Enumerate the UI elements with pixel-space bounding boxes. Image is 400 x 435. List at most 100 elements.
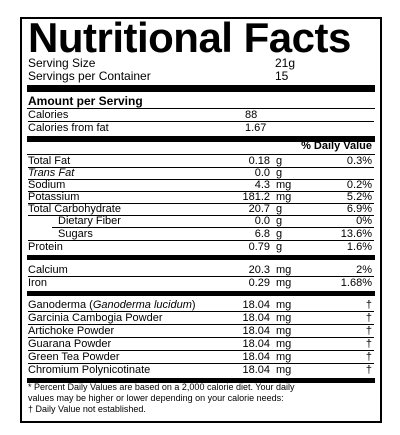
ingredient-daily-value: † bbox=[365, 351, 372, 363]
ingredient-unit: mg bbox=[276, 312, 292, 324]
nutrient-name: Potassium bbox=[28, 191, 80, 203]
mineral-daily-value: 2% bbox=[356, 264, 372, 276]
nutrient-daily-value: 0% bbox=[356, 215, 372, 227]
nutrient-daily-value: 5.2% bbox=[346, 191, 372, 203]
ingredient-name: Green Tea Powder bbox=[28, 351, 120, 363]
ingredient-daily-value: † bbox=[365, 325, 372, 337]
calories-from-fat-label: Calories from fat bbox=[28, 122, 109, 134]
nutrient-value: 4.3 bbox=[254, 179, 270, 191]
ingredient-value: 18.04 bbox=[242, 351, 270, 363]
ingredient-value: 18.04 bbox=[242, 312, 270, 324]
serving-size-row: Serving Size 21g bbox=[28, 57, 374, 70]
nutrient-row: Dietary Fiber 0.0 g 0% bbox=[28, 215, 374, 228]
nutrient-value: 0.0 bbox=[254, 167, 270, 179]
mineral-unit: mg bbox=[276, 277, 292, 289]
nutrient-value: 20.7 bbox=[248, 203, 270, 215]
ingredient-daily-value: † bbox=[365, 299, 372, 311]
ingredient-value: 18.04 bbox=[242, 299, 270, 311]
ingredient-daily-value: † bbox=[365, 312, 372, 324]
thick-divider bbox=[27, 291, 375, 296]
servings-per-container-label: Servings per Container bbox=[28, 69, 151, 83]
ingredient-daily-value: † bbox=[365, 338, 372, 350]
divider bbox=[27, 108, 375, 109]
footnote: * Percent Daily Values are based on a 2,… bbox=[28, 382, 374, 415]
nutrient-name: Trans Fat bbox=[28, 167, 75, 179]
mineral-value: 20.3 bbox=[248, 264, 270, 276]
nutrient-name: Total Fat bbox=[28, 155, 71, 167]
servings-per-container-value: 15 bbox=[275, 69, 289, 83]
ingredient-unit: mg bbox=[276, 364, 292, 376]
ingredient-unit: mg bbox=[276, 325, 292, 337]
nutrient-row: Potassium 181.2 mg 5.2% bbox=[28, 191, 374, 204]
ingredient-row: Ganoderma (Ganoderma lucidum) 18.04 mg † bbox=[28, 299, 374, 312]
nutrient-daily-value: 0.3% bbox=[346, 155, 372, 167]
nutrient-row: Sugars 6.8 g 13.6% bbox=[28, 228, 374, 241]
mineral-daily-value: 1.68% bbox=[340, 277, 372, 289]
calories-value: 88 bbox=[245, 109, 258, 121]
thick-divider bbox=[27, 85, 375, 92]
ingredient-daily-value: † bbox=[365, 364, 372, 376]
footnote-line: * Percent Daily Values are based on a 2,… bbox=[28, 382, 295, 392]
ingredient-row: Green Tea Powder 18.04 mg † bbox=[28, 351, 374, 364]
thick-divider bbox=[27, 136, 375, 142]
divider bbox=[27, 154, 375, 155]
amount-per-serving: Amount per Serving bbox=[28, 94, 143, 108]
thick-divider bbox=[27, 255, 375, 260]
ingredient-value: 18.04 bbox=[242, 338, 270, 350]
nutrient-row: Total Carbohydrate 20.7 g 6.9% bbox=[28, 203, 374, 216]
ingredient-row: Artichoke Powder 18.04 mg † bbox=[28, 325, 374, 338]
nutrient-unit: g bbox=[276, 167, 283, 179]
ingredient-name: Guarana Powder bbox=[28, 338, 112, 350]
nutrient-name: Total Carbohydrate bbox=[28, 203, 121, 215]
ingredient-name: Ganoderma (Ganoderma lucidum) bbox=[28, 299, 196, 311]
ingredient-unit: mg bbox=[276, 351, 292, 363]
ingredient-unit: mg bbox=[276, 338, 292, 350]
ingredient-row: Chromium Polynicotinate 18.04 mg † bbox=[28, 365, 374, 376]
daily-value-header-row: % Daily Value bbox=[28, 141, 374, 152]
footnote-line: † Daily Value not established. bbox=[28, 404, 146, 414]
ingredient-name: Artichoke Powder bbox=[28, 325, 115, 337]
nutrient-value: 0.0 bbox=[254, 215, 270, 227]
nutrient-value: 6.8 bbox=[254, 228, 270, 240]
thick-divider bbox=[27, 378, 375, 383]
mineral-unit: mg bbox=[276, 264, 292, 276]
ingredient-row: Guarana Powder 18.04 mg † bbox=[28, 338, 374, 351]
ingredient-row: Garcinia Cambogia Powder 18.04 mg † bbox=[28, 312, 374, 325]
nutrient-daily-value: 6.9% bbox=[346, 203, 372, 215]
daily-value-header: % Daily Value bbox=[301, 140, 372, 152]
mineral-name: Calcium bbox=[28, 264, 68, 276]
mineral-value: 0.29 bbox=[248, 277, 270, 289]
ingredient-name: Garcinia Cambogia Powder bbox=[28, 312, 163, 324]
footnote-line: values may be higher or lower depending … bbox=[28, 393, 284, 403]
nutrient-unit: g bbox=[276, 228, 283, 240]
nutrition-label: Nutritional Facts Serving Size 21g Servi… bbox=[20, 14, 382, 423]
nutrient-unit: mg bbox=[276, 191, 292, 203]
nutrient-value: 0.18 bbox=[248, 155, 270, 167]
ingredient-value: 18.04 bbox=[242, 364, 270, 376]
calories-from-fat-row: Calories from fat 1.67 bbox=[28, 123, 374, 134]
calories-from-fat-value: 1.67 bbox=[245, 122, 267, 134]
nutrient-row: Trans Fat 0.0 g bbox=[28, 167, 374, 180]
nutrient-unit: g bbox=[276, 203, 283, 215]
serving-size-label: Serving Size bbox=[28, 56, 96, 70]
nutrient-name: Sugars bbox=[58, 228, 93, 240]
calories-row: Calories 88 bbox=[28, 109, 374, 122]
ingredient-name: Chromium Polynicotinate bbox=[28, 364, 151, 376]
nutrient-value: 181.2 bbox=[242, 191, 270, 203]
nutrient-unit: g bbox=[276, 155, 283, 167]
mineral-row: Iron 0.29 mg 1.68% bbox=[28, 278, 374, 289]
nutrient-row: Sodium 4.3 mg 0.2% bbox=[28, 179, 374, 192]
calories-label: Calories bbox=[28, 109, 69, 121]
mineral-row: Calcium 20.3 mg 2% bbox=[28, 264, 374, 277]
nutrient-daily-value: 13.6% bbox=[340, 228, 372, 240]
nutrient-row: Total Fat 0.18 g 0.3% bbox=[28, 155, 374, 168]
nutrient-name: Sodium bbox=[28, 179, 66, 191]
ingredient-latin-name: Ganoderma lucidum bbox=[92, 299, 192, 311]
nutrient-daily-value: 0.2% bbox=[346, 179, 372, 191]
nutrient-unit: g bbox=[276, 241, 283, 253]
ingredient-value: 18.04 bbox=[242, 325, 270, 337]
nutrient-row: Protein 0.79 g 1.6% bbox=[28, 242, 374, 253]
nutrient-name: Dietary Fiber bbox=[58, 215, 121, 227]
nutrient-unit: mg bbox=[276, 179, 292, 191]
servings-per-container-row: Servings per Container 15 bbox=[28, 70, 374, 83]
